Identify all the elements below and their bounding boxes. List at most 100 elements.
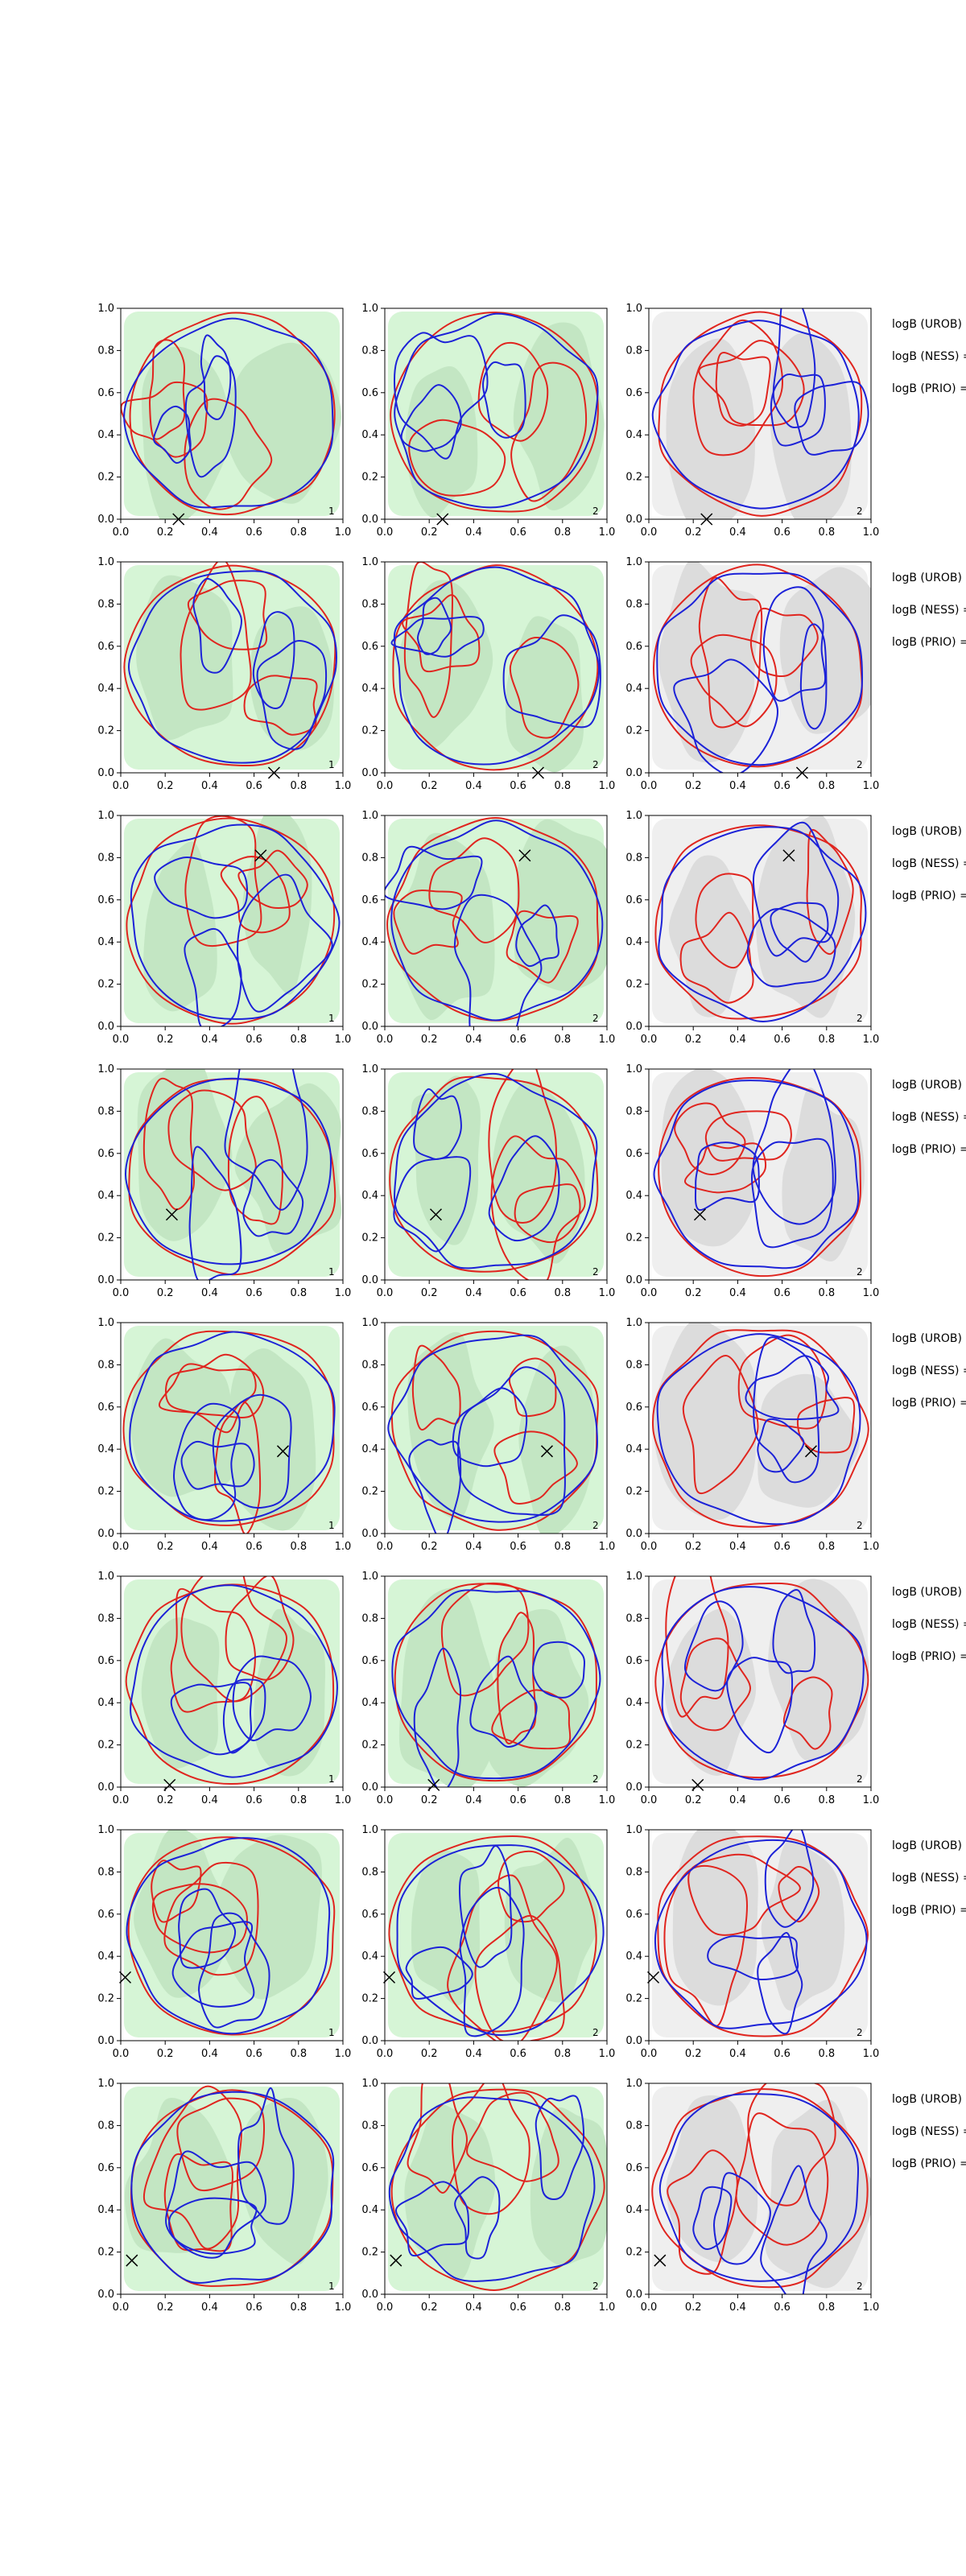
panel-r1-c2: 0.0 0.2 0.4 0.6 0.8 1.00.00.20.40.60.81.02 xyxy=(361,303,615,539)
y-tick-label: 0.0 xyxy=(625,1274,642,1286)
contour-red-inner xyxy=(184,815,262,947)
contour-red-inner xyxy=(778,1865,820,1923)
x-tick-label: 0.6 xyxy=(510,2048,526,2060)
panel-r2-c3: 0.0 0.2 0.4 0.6 0.8 1.00.00.20.40.60.81.02 xyxy=(625,556,879,792)
contour-red-inner xyxy=(163,1861,259,1976)
contour-red-outer xyxy=(125,1583,335,1785)
x-tick-label: 1.0 xyxy=(863,526,880,539)
contour-red-inner xyxy=(493,1430,578,1505)
x-tick-label: 0.8 xyxy=(818,1287,835,1299)
y-tick-label: 0.8 xyxy=(97,852,114,864)
x-tick-label: 0.6 xyxy=(774,1034,791,1046)
density-fill-inner xyxy=(130,1338,235,1497)
y-tick-label: 0.6 xyxy=(361,1402,378,1414)
x-tick-label: 0.8 xyxy=(290,1541,307,1553)
y-tick-label: 1.0 xyxy=(361,1317,378,1329)
contour-blue-inner xyxy=(481,361,526,439)
y-tick-label: 1.0 xyxy=(361,2078,378,2090)
y-tick-label: 0.6 xyxy=(625,387,642,399)
contour-blue-inner xyxy=(200,334,232,420)
y-tick-label: 0.8 xyxy=(625,852,642,864)
x-tick-label: 0.0 xyxy=(377,780,394,792)
x-tick-label: 0.6 xyxy=(774,2048,791,2060)
y-tick-label: 0.4 xyxy=(361,683,378,695)
x-tick-label: 0.0 xyxy=(113,2301,130,2314)
x-tick-label: 0.0 xyxy=(377,1541,394,1553)
marker-x xyxy=(436,513,449,526)
y-tick-label: 0.4 xyxy=(97,1443,114,1455)
y-tick-label: 1.0 xyxy=(361,1824,378,1836)
x-tick-label: 0.8 xyxy=(290,526,307,539)
x-tick-label: 0.4 xyxy=(729,2048,746,2060)
y-tick-label: 0.0 xyxy=(625,1528,642,1540)
y-tick-label: 0.4 xyxy=(625,2204,642,2216)
density-fill-inner xyxy=(411,1075,481,1245)
x-tick-label: 0.8 xyxy=(290,2301,307,2314)
axes-frame xyxy=(384,2083,608,2295)
corner-label: 1 xyxy=(328,506,335,517)
x-tick-label: 1.0 xyxy=(863,2048,880,2060)
density-fill-inner xyxy=(666,338,755,519)
y-tick-label: 0.4 xyxy=(625,1697,642,1709)
contour-red-inner xyxy=(690,634,778,728)
x-tick-label: 0.4 xyxy=(729,1794,746,1806)
x-tick-label: 0.0 xyxy=(377,1034,394,1046)
legend-line: logB (PRIO) = xyxy=(892,636,966,649)
marker-x xyxy=(172,513,185,526)
y-tick-label: 0.0 xyxy=(625,1781,642,1794)
contour-blue-inner xyxy=(454,2176,501,2260)
contour-red-inner xyxy=(151,1860,202,1923)
contour-blue-outer xyxy=(658,2093,860,2282)
y-tick-label: 0.2 xyxy=(361,979,378,991)
panel-r6-c1: 0.0 0.2 0.4 0.6 0.8 1.00.00.20.40.60.81.01 xyxy=(97,1571,351,1806)
density-fill-inner xyxy=(229,1348,316,1531)
y-tick-label: 0.8 xyxy=(361,852,378,864)
contour-blue-inner xyxy=(515,904,559,968)
contour-red-inner xyxy=(806,828,854,955)
x-tick-label: 0.4 xyxy=(729,1541,746,1553)
contour-blue-inner xyxy=(390,616,485,658)
corner-label: 1 xyxy=(328,2027,335,2038)
y-tick-label: 0.8 xyxy=(361,1612,378,1624)
x-tick-label: 0.6 xyxy=(774,526,791,539)
y-tick-label: 0.2 xyxy=(97,1486,114,1498)
y-tick-label: 0.8 xyxy=(625,1105,642,1117)
x-tick-label: 0.8 xyxy=(818,526,835,539)
marker-x xyxy=(276,1445,290,1458)
legend-line: logB (UROB) = xyxy=(892,1839,966,1852)
x-tick-label: 0.0 xyxy=(641,1287,658,1299)
contour-red-inner xyxy=(674,1102,746,1176)
contour-red-inner xyxy=(176,2097,266,2192)
x-tick-label: 1.0 xyxy=(863,1541,880,1553)
x-tick-label: 0.8 xyxy=(818,1541,835,1553)
contour-red-outer xyxy=(390,1330,599,1531)
contour-blue-outer xyxy=(130,824,341,1020)
x-tick-label: 0.2 xyxy=(421,526,438,539)
x-tick-label: 0.6 xyxy=(246,780,262,792)
y-tick-label: 0.4 xyxy=(361,1951,378,1963)
contour-blue-outer xyxy=(654,1839,868,2029)
x-tick-label: 0.6 xyxy=(510,1794,526,1806)
contour-blue-inner xyxy=(395,2181,470,2257)
contour-blue-inner xyxy=(188,1146,242,1280)
y-tick-label: 0.0 xyxy=(361,1781,378,1794)
legend-line: logB (UROB) = xyxy=(892,825,966,838)
x-tick-label: 0.2 xyxy=(157,780,174,792)
y-tick-label: 0.8 xyxy=(625,2120,642,2132)
x-tick-label: 0.4 xyxy=(201,2301,218,2314)
panel-r8-c3: 0.0 0.2 0.4 0.6 0.8 1.00.00.20.40.60.81.02 xyxy=(625,2078,879,2314)
y-tick-label: 0.4 xyxy=(361,429,378,441)
marker-x xyxy=(427,1778,440,1791)
y-tick-label: 0.0 xyxy=(625,2289,642,2301)
x-tick-label: 0.6 xyxy=(246,1287,262,1299)
y-tick-label: 0.8 xyxy=(97,2120,114,2132)
x-tick-label: 0.8 xyxy=(290,1034,307,1046)
corner-label: 2 xyxy=(857,759,863,770)
y-tick-label: 1.0 xyxy=(97,303,114,315)
axes-frame xyxy=(648,1322,872,1534)
contour-red-inner xyxy=(237,849,308,909)
axes-frame xyxy=(120,1068,344,1281)
y-tick-label: 0.0 xyxy=(361,1274,378,1286)
contour-blue-inner xyxy=(707,1935,799,1981)
axes-frame xyxy=(120,561,344,774)
